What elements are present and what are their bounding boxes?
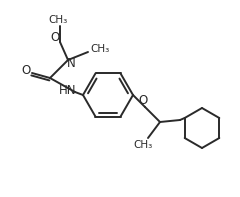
Text: CH₃: CH₃ <box>90 44 110 54</box>
Text: CH₃: CH₃ <box>133 140 153 150</box>
Text: HN: HN <box>59 84 77 97</box>
Text: O: O <box>50 31 60 44</box>
Text: O: O <box>138 94 148 107</box>
Text: N: N <box>67 57 75 70</box>
Text: O: O <box>21 63 31 76</box>
Text: CH₃: CH₃ <box>48 15 68 25</box>
